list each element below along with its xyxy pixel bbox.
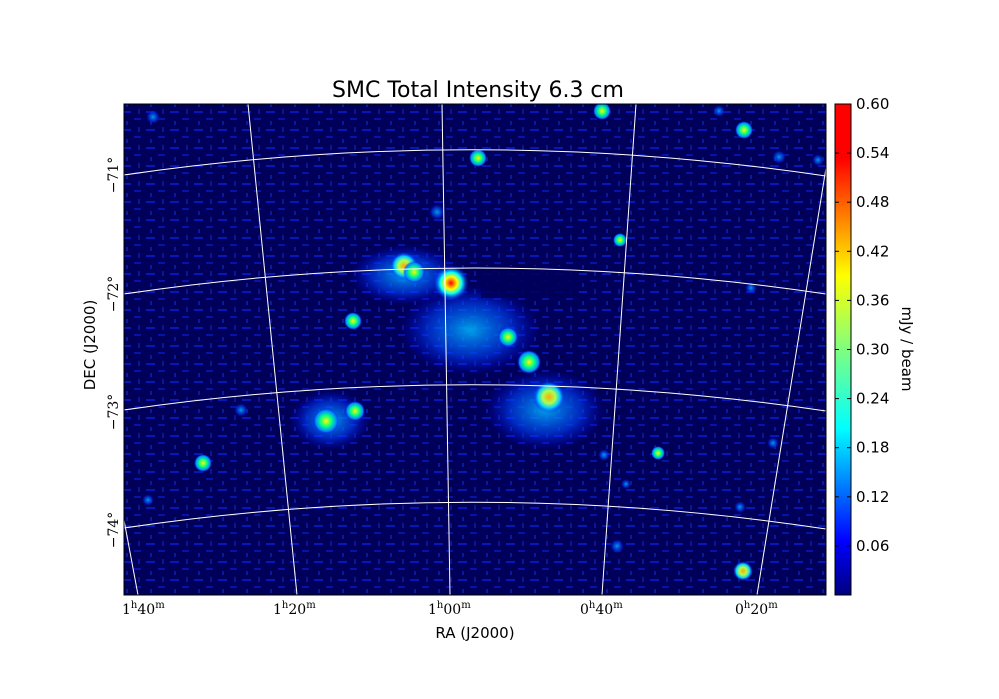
colorbar-tick-label: 0.42 — [856, 242, 889, 260]
dec-gridline — [124, 384, 826, 412]
ra-gridline — [756, 167, 826, 595]
colorbar-tick-label: 0.06 — [856, 537, 889, 555]
x-tick-label: 1h20m — [273, 600, 316, 618]
svg-text:0h40m: 0h40m — [580, 600, 623, 618]
intensity-map — [124, 104, 826, 595]
ra-gridline — [124, 519, 139, 595]
plot-frame — [123, 103, 827, 596]
radio-source — [313, 408, 339, 434]
radio-source — [733, 561, 753, 581]
radio-source — [344, 312, 362, 330]
colorbar-tick-label: 0.30 — [856, 341, 889, 359]
mosaic-gap — [481, 266, 579, 298]
radio-source — [469, 149, 487, 167]
colorbar-tick-label: 0.24 — [856, 390, 889, 408]
radio-source — [142, 494, 154, 506]
radio-source — [598, 449, 610, 461]
radio-source — [345, 401, 365, 421]
radio-source — [621, 479, 631, 489]
radio-source — [403, 261, 425, 283]
colorbar-ticks: 0.06 0.12 0.18 0.24 0.30 0.36 0.42 0.48 0.54 0.60 — [835, 95, 889, 555]
ra-gridline — [601, 104, 637, 595]
radio-source — [234, 403, 248, 417]
radio-source — [767, 437, 779, 449]
colorbar-tick-label: 0.12 — [856, 488, 889, 506]
radio-source — [194, 454, 212, 472]
radio-source — [713, 105, 725, 117]
radio-source — [613, 233, 627, 247]
y-tick-label: −73° — [106, 394, 122, 431]
radio-source — [498, 327, 518, 347]
x-axis-label: RA (J2000) — [435, 624, 514, 642]
x-tick-label: 0h40m — [580, 600, 623, 618]
svg-text:1h40m: 1h40m — [122, 600, 165, 618]
diffuse-emission — [400, 285, 540, 375]
chart-title: SMC Total Intensity 6.3 cm — [332, 78, 624, 103]
colorbar-tick-label: 0.60 — [856, 95, 889, 113]
svg-text:1h20m: 1h20m — [273, 600, 316, 618]
colorbar-tick-label: 0.36 — [856, 291, 889, 309]
colorbar-tick-label: 0.48 — [856, 193, 889, 211]
svg-text:1h00m: 1h00m — [428, 600, 471, 618]
x-tick-label: 0h20m — [735, 600, 778, 618]
ra-gridline — [247, 104, 298, 595]
colorbar-label: mJy / beam — [898, 306, 916, 391]
y-tick-label: −74° — [106, 512, 122, 549]
dec-gridline — [124, 149, 826, 177]
y-tick-label: −72° — [106, 276, 122, 313]
radio-source — [533, 381, 565, 413]
colorbar-tick-label: 0.54 — [856, 144, 889, 162]
radio-source — [812, 154, 824, 166]
ra-gridline — [441, 104, 451, 595]
svg-text:0h20m: 0h20m — [735, 600, 778, 618]
radio-source — [433, 265, 469, 301]
dec-gridline — [124, 267, 826, 295]
x-tick-label: 1h40m — [122, 600, 165, 618]
radio-source — [745, 282, 757, 294]
y-tick-label: −71° — [106, 157, 122, 194]
radio-source — [517, 350, 541, 374]
radio-source — [429, 204, 445, 220]
radio-source — [735, 121, 753, 139]
radio-source — [772, 150, 786, 164]
radio-source — [651, 446, 665, 460]
y-axis-label: DEC (J2000) — [81, 300, 99, 391]
radio-source — [610, 539, 624, 553]
x-tick-label: 1h00m — [428, 600, 471, 618]
dec-gridline — [124, 501, 826, 530]
radio-source — [593, 104, 611, 120]
radio-source — [146, 110, 160, 124]
colorbar-tick-label: 0.18 — [856, 439, 889, 457]
radio-source — [734, 501, 746, 513]
